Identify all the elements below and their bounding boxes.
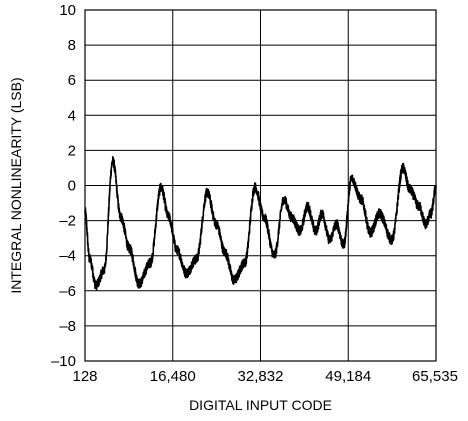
y-axis-title: INTEGRAL NONLINEARITY (LSB) xyxy=(8,77,24,293)
grid-lines xyxy=(84,9,437,362)
y-tick-label: 0 xyxy=(68,178,76,195)
x-tick-labels: 128 16,480 32,832 49,184 65,535 xyxy=(72,368,457,385)
x-tick-label: 49,184 xyxy=(325,368,371,385)
y-tick-label: 2 xyxy=(68,142,76,159)
y-tick-label: –10 xyxy=(51,353,76,370)
y-tick-label: 4 xyxy=(68,107,76,124)
x-tick-label: 32,832 xyxy=(238,368,284,385)
y-tick-label: –4 xyxy=(59,248,76,265)
series-line-inl xyxy=(84,155,437,291)
y-tick-label: 10 xyxy=(59,2,76,19)
x-axis-title: DIGITAL INPUT CODE xyxy=(189,397,332,413)
y-tick-labels: –10 –8 –6 –4 –2 0 2 4 6 8 10 xyxy=(51,2,76,370)
x-tick-label: 65,535 xyxy=(412,368,458,385)
y-tick-label: –2 xyxy=(59,213,76,230)
y-tick-label: 8 xyxy=(68,37,76,54)
y-tick-label: –6 xyxy=(59,283,76,300)
y-tick-label: –8 xyxy=(59,318,76,335)
y-tick-label: 6 xyxy=(68,72,76,89)
x-tick-label: 16,480 xyxy=(150,368,196,385)
x-tick-label: 128 xyxy=(72,368,97,385)
